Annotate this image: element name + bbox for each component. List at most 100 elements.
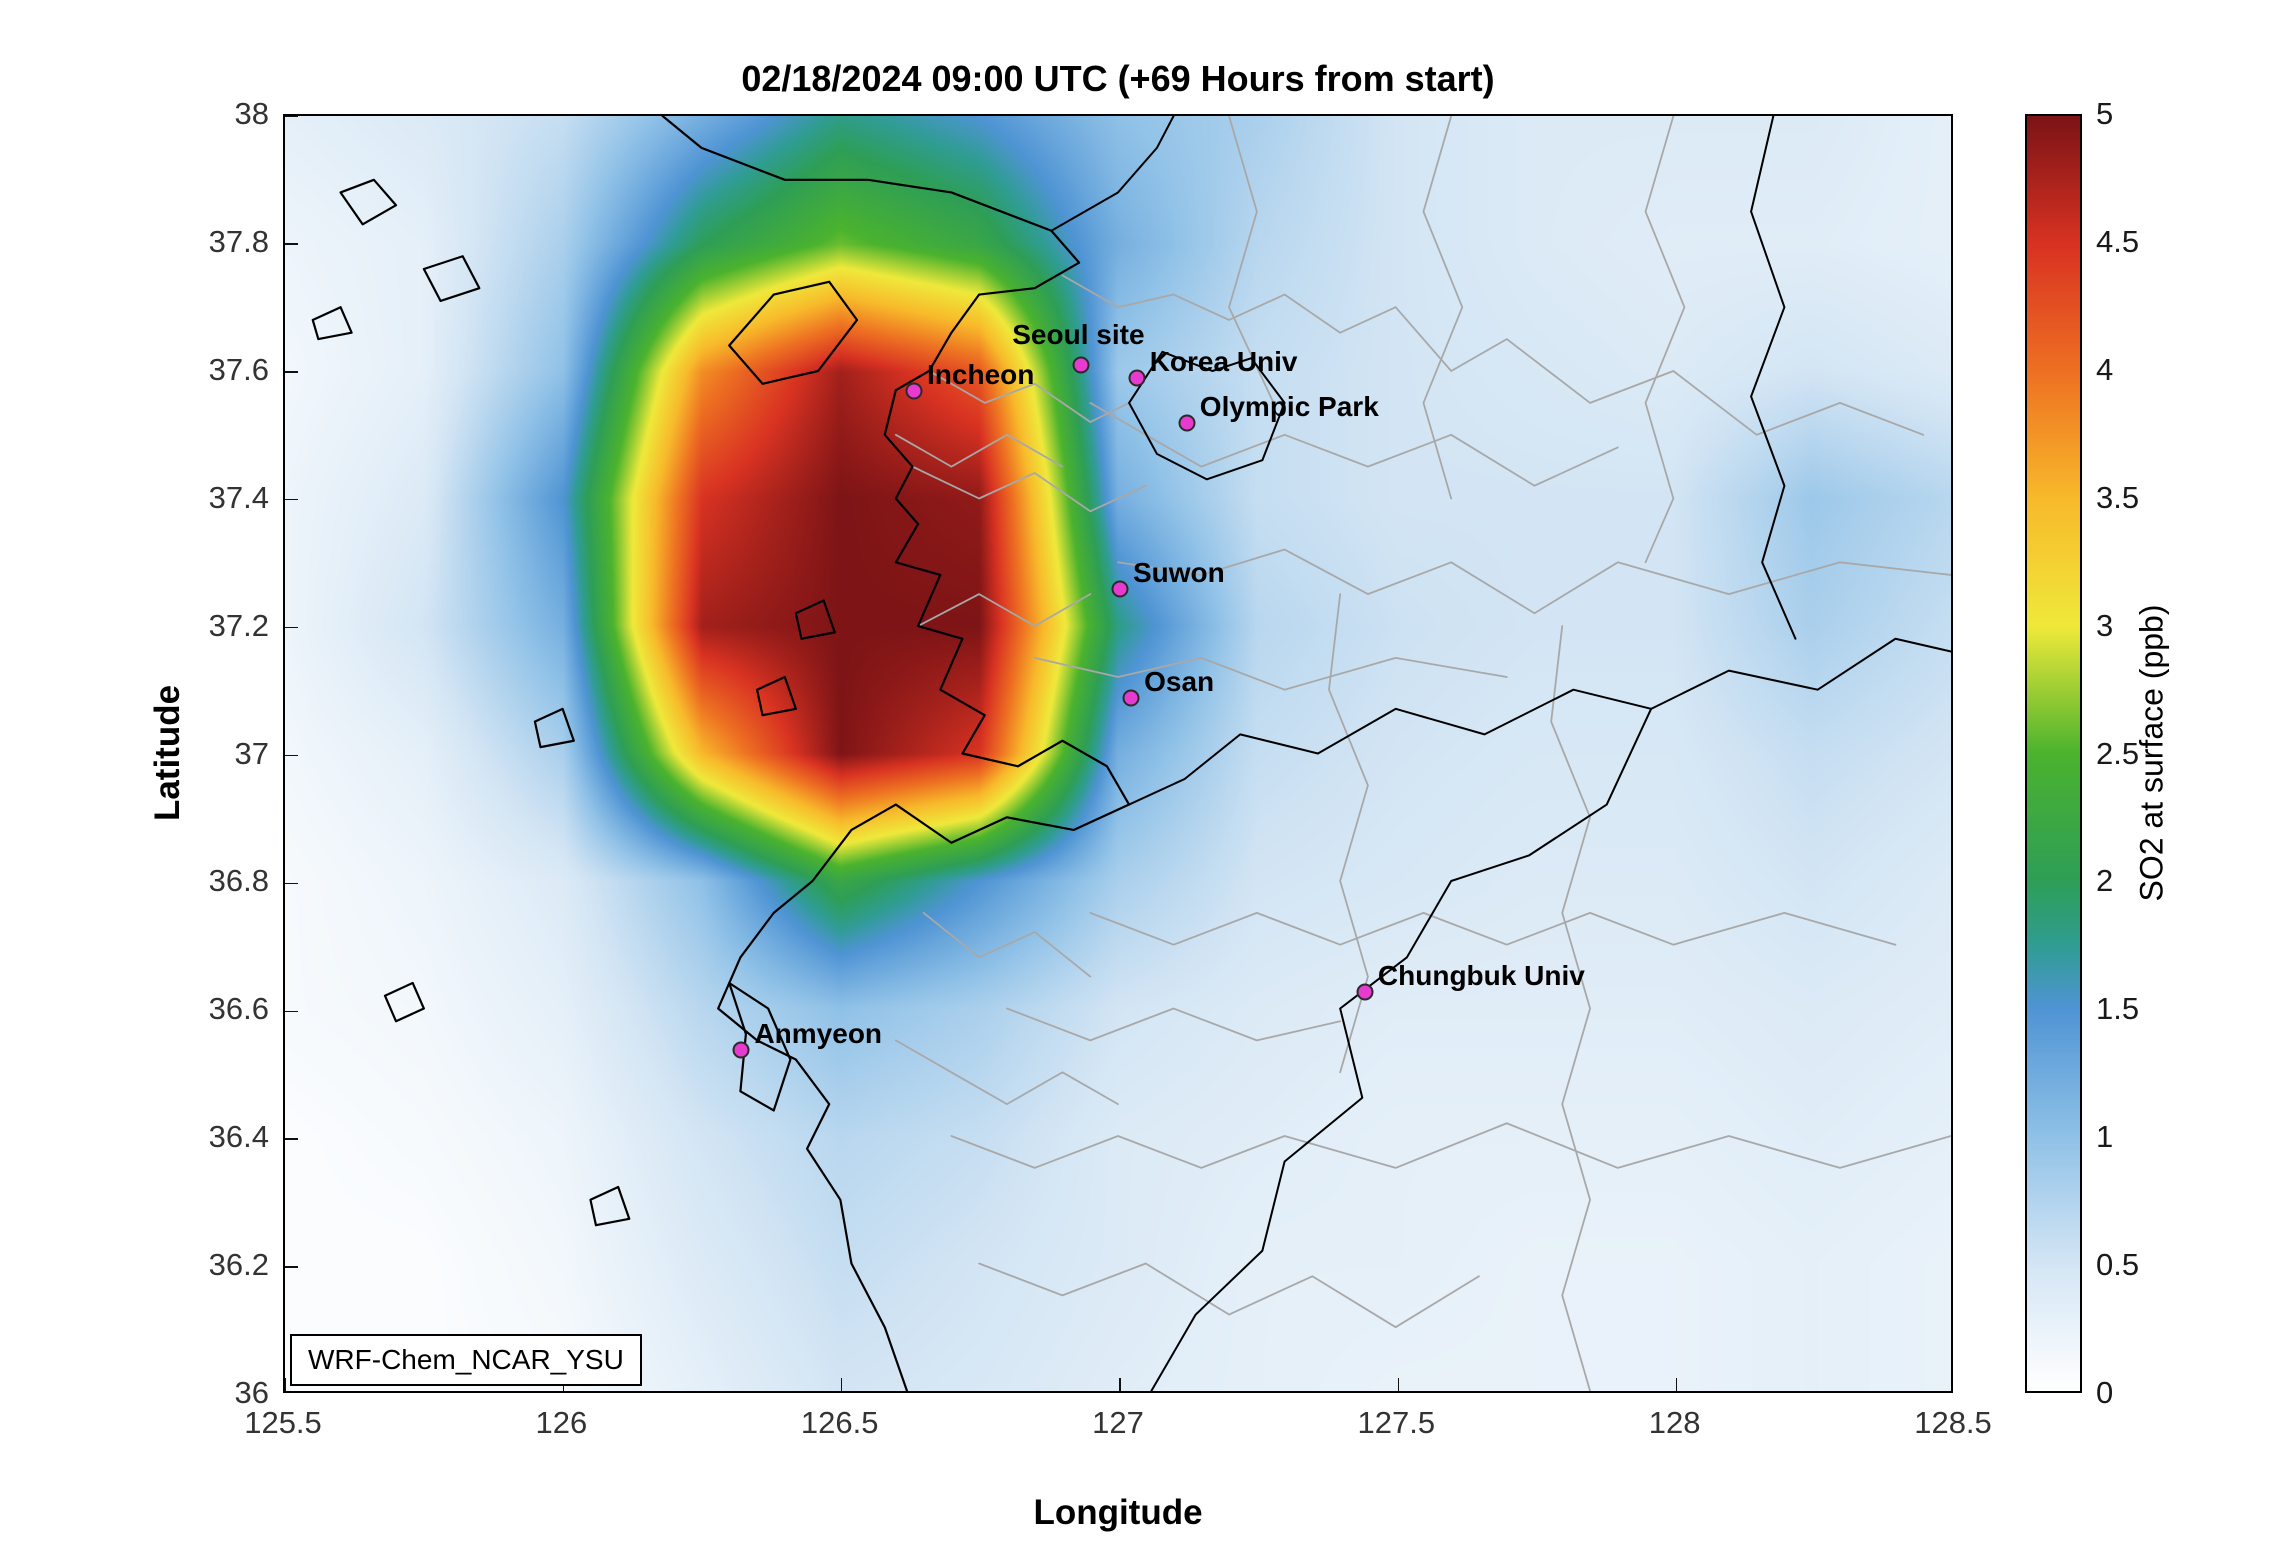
- y-tick-mark: [285, 1266, 298, 1268]
- colorbar-tick-label: 5: [2096, 96, 2114, 131]
- colorbar-tick-label: 2: [2096, 863, 2114, 899]
- x-tick-label: 126: [535, 1405, 588, 1440]
- y-axis-label: Latitude: [148, 684, 187, 822]
- coastline: [422, 255, 481, 303]
- district-border-line: [1089, 402, 1619, 487]
- y-tick-mark: [285, 498, 298, 501]
- x-tick-label: 125.5: [244, 1405, 322, 1440]
- y-tick-label: 36.6: [208, 991, 269, 1027]
- coastline: [728, 981, 792, 1112]
- station-label: Seoul site: [1012, 319, 1145, 351]
- y-tick-label: 36.8: [208, 863, 269, 899]
- y-tick-mark: [285, 1138, 298, 1140]
- x-tick-label: 127: [1092, 1405, 1144, 1440]
- y-tick-label: 37.6: [208, 351, 269, 387]
- figure-title: 02/18/2024 09:00 UTC (+69 Hours from sta…: [741, 58, 1495, 99]
- station-marker: [1128, 369, 1146, 387]
- province-border-line: [1050, 116, 1175, 232]
- coastline: [589, 1185, 631, 1227]
- district-border-line: [1422, 116, 1464, 500]
- y-tick-mark: [285, 116, 298, 117]
- y-tick-mark: [285, 1010, 298, 1013]
- district-border-line: [1061, 274, 1397, 334]
- x-tick-mark: [840, 1378, 843, 1391]
- district-border-line: [917, 593, 1092, 627]
- x-tick-label: 126.5: [800, 1405, 879, 1440]
- district-border-line: [1328, 593, 1369, 1074]
- y-tick-mark: [285, 626, 298, 629]
- colorbar-tick-label: 0: [2096, 1375, 2114, 1410]
- station-label: Suwon: [1133, 557, 1225, 589]
- y-tick-label: 36.4: [208, 1119, 269, 1155]
- station-label: Anmyeon: [754, 1017, 883, 1049]
- district-border-line: [1550, 625, 1591, 1391]
- x-axis-label: Longitude: [1033, 1493, 1203, 1532]
- district-border-line: [950, 1122, 1951, 1169]
- y-tick-label: 36.2: [208, 1247, 269, 1283]
- station-label: Korea Univ: [1149, 346, 1298, 378]
- station-label: Olympic Park: [1199, 390, 1379, 422]
- station-marker: [1356, 983, 1374, 1001]
- coastline: [755, 675, 797, 717]
- y-tick-label: 37.4: [208, 479, 269, 515]
- district-border-line: [1228, 116, 1275, 404]
- y-tick-mark: [285, 243, 298, 245]
- x-tick-mark: [285, 1378, 286, 1391]
- plot-area: Seoul site Korea Univ Olympic Park Incheon S…: [283, 114, 1953, 1393]
- station-marker: [732, 1041, 750, 1059]
- colorbar-tick-label: 1.5: [2096, 991, 2140, 1027]
- district-border-line: [1089, 912, 1897, 946]
- coastline: [383, 981, 425, 1023]
- station-marker: [1122, 689, 1140, 707]
- colorbar-tick-label: 4: [2096, 351, 2114, 387]
- map-overlay-svg: [311, 116, 1951, 1391]
- district-border-line: [1033, 657, 1508, 691]
- x-tick-mark: [1675, 1378, 1678, 1391]
- colorbar-tick-label: 3: [2096, 607, 2114, 643]
- x-tick-label: 128: [1648, 1405, 1701, 1440]
- district-border-line: [894, 1039, 1119, 1105]
- coastline: [311, 306, 353, 341]
- y-tick-label: 37: [234, 735, 269, 771]
- coastline: [661, 116, 1131, 1391]
- district-border-line: [894, 433, 1064, 468]
- district-border-line: [911, 465, 1147, 513]
- colorbar-tick-label: 3.5: [2096, 479, 2140, 515]
- x-tick-mark: [1397, 1378, 1400, 1391]
- x-tick-label: 127.5: [1357, 1405, 1436, 1440]
- district-border-line: [1394, 306, 1925, 436]
- coastline: [794, 599, 836, 640]
- station-marker: [1072, 356, 1090, 374]
- district-border-line: [1644, 116, 1686, 564]
- colorbar-label: SO2 at surface (ppb): [2133, 604, 2170, 902]
- y-tick-label: 38: [234, 96, 269, 131]
- district-border-line: [1117, 548, 1951, 615]
- x-tick-label: 128.5: [1914, 1405, 1992, 1440]
- x-tick-mark: [1119, 1378, 1121, 1391]
- colorbar-canvas: [2027, 116, 2080, 1391]
- station-label: Chungbuk Univ: [1377, 960, 1585, 992]
- y-tick-label: 36: [234, 1375, 269, 1410]
- coastline: [728, 280, 859, 385]
- district-border-line: [978, 1262, 1480, 1329]
- y-tick-mark: [285, 754, 298, 757]
- colorbar: [2025, 114, 2082, 1393]
- province-border-line: [1128, 637, 1951, 806]
- district-border-line: [922, 912, 1092, 978]
- model-label: WRF-Chem_NCAR_YSU: [290, 1334, 642, 1386]
- y-tick-label: 37.2: [208, 607, 269, 643]
- station-marker: [1178, 414, 1196, 432]
- province-border-line: [1150, 707, 1653, 1391]
- colorbar-tick-label: 4.5: [2096, 223, 2140, 259]
- y-tick-mark: [285, 882, 298, 885]
- y-tick-label: 37.8: [208, 223, 269, 259]
- colorbar-tick-label: 0.5: [2096, 1247, 2140, 1283]
- colorbar-tick-label: 2.5: [2096, 735, 2140, 771]
- coastline: [533, 707, 575, 749]
- station-marker: [1111, 580, 1129, 598]
- province-border-line: [1128, 350, 1286, 481]
- colorbar-tick-label: 1: [2096, 1119, 2114, 1155]
- heatmap-canvas: [285, 116, 1951, 1391]
- station-label: Osan: [1144, 665, 1215, 697]
